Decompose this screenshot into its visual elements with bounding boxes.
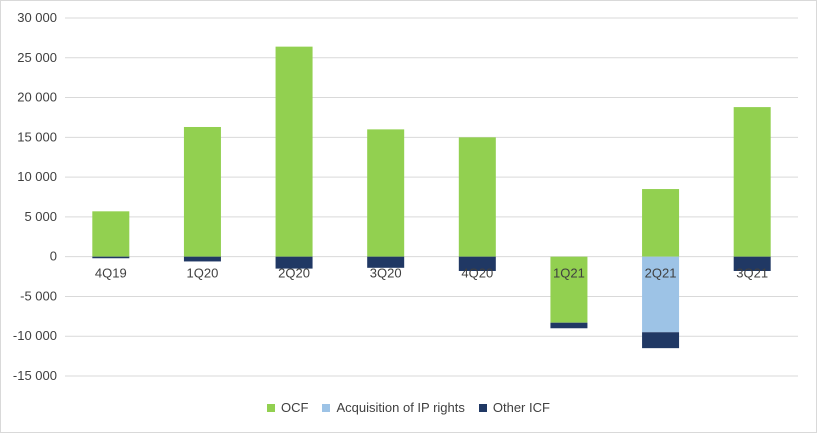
bar-ocf-1q20: [183, 126, 221, 257]
bar-other-icf-1q21: [550, 322, 588, 329]
x-tick-label: 2Q21: [645, 266, 677, 281]
legend-label-ocf: OCF: [281, 400, 309, 415]
bar-ocf-1q21: [550, 256, 588, 323]
bar-ocf-2q20: [275, 46, 313, 257]
y-tick-label: -15 000: [13, 368, 57, 383]
bar-acquisition-of-ip-rights-2q21: [642, 256, 680, 333]
y-tick-label: 5 000: [24, 209, 57, 224]
legend-item-acquisition-of-ip-rights: Acquisition of IP rights: [322, 400, 465, 415]
x-tick-label: 4Q19: [95, 266, 127, 281]
cash-flow-chart: 30 000 25 000 20 000 15 000 10 000 5 000 0 -5 0…: [13, 10, 798, 383]
bar-other-icf-4q19: [92, 256, 130, 259]
x-tick-label: 3Q21: [736, 266, 768, 281]
x-tick-label: 1Q20: [187, 266, 219, 281]
y-tick-label: -5 000: [20, 288, 57, 303]
x-tick-label: 1Q21: [553, 266, 585, 281]
y-tick-label: -10 000: [13, 328, 57, 343]
legend-swatch-ocf: [267, 403, 276, 412]
bar-ocf-4q20: [458, 137, 496, 257]
y-tick-label: 0: [50, 249, 57, 264]
legend-swatch-acquisition-of-ip-rights: [322, 403, 331, 412]
x-tick-label: 3Q20: [370, 266, 402, 281]
legend-swatch-other-icf: [478, 403, 487, 412]
y-tick-label: 10 000: [17, 169, 57, 184]
bar-other-icf-3q21: [733, 256, 771, 271]
y-tick-label: 30 000: [17, 10, 57, 25]
legend-item-other-icf: Other ICF: [478, 400, 550, 415]
bar-other-icf-4q20: [458, 256, 496, 271]
bar-other-icf-2q20: [275, 256, 313, 269]
bar-other-icf-1q20: [183, 256, 221, 262]
x-tick-label: 2Q20: [278, 266, 310, 281]
legend-label-acquisition-of-ip-rights: Acquisition of IP rights: [336, 400, 465, 415]
bar-ocf-3q21: [733, 107, 771, 257]
y-tick-label: 25 000: [17, 50, 57, 65]
bar-ocf-4q19: [92, 211, 130, 257]
legend-label-other-icf: Other ICF: [492, 400, 550, 415]
bar-ocf-3q20: [367, 129, 405, 257]
legend: OCF Acquisition of IP rights Other ICF: [1, 400, 816, 415]
y-tick-label: 15 000: [17, 129, 57, 144]
x-tick-label: 4Q20: [461, 266, 493, 281]
bar-ocf-2q21: [642, 189, 680, 257]
y-tick-label: 20 000: [17, 90, 57, 105]
bar-other-icf-2q21: [642, 332, 680, 349]
bar-other-icf-3q20: [367, 256, 405, 268]
legend-item-ocf: OCF: [267, 400, 308, 415]
